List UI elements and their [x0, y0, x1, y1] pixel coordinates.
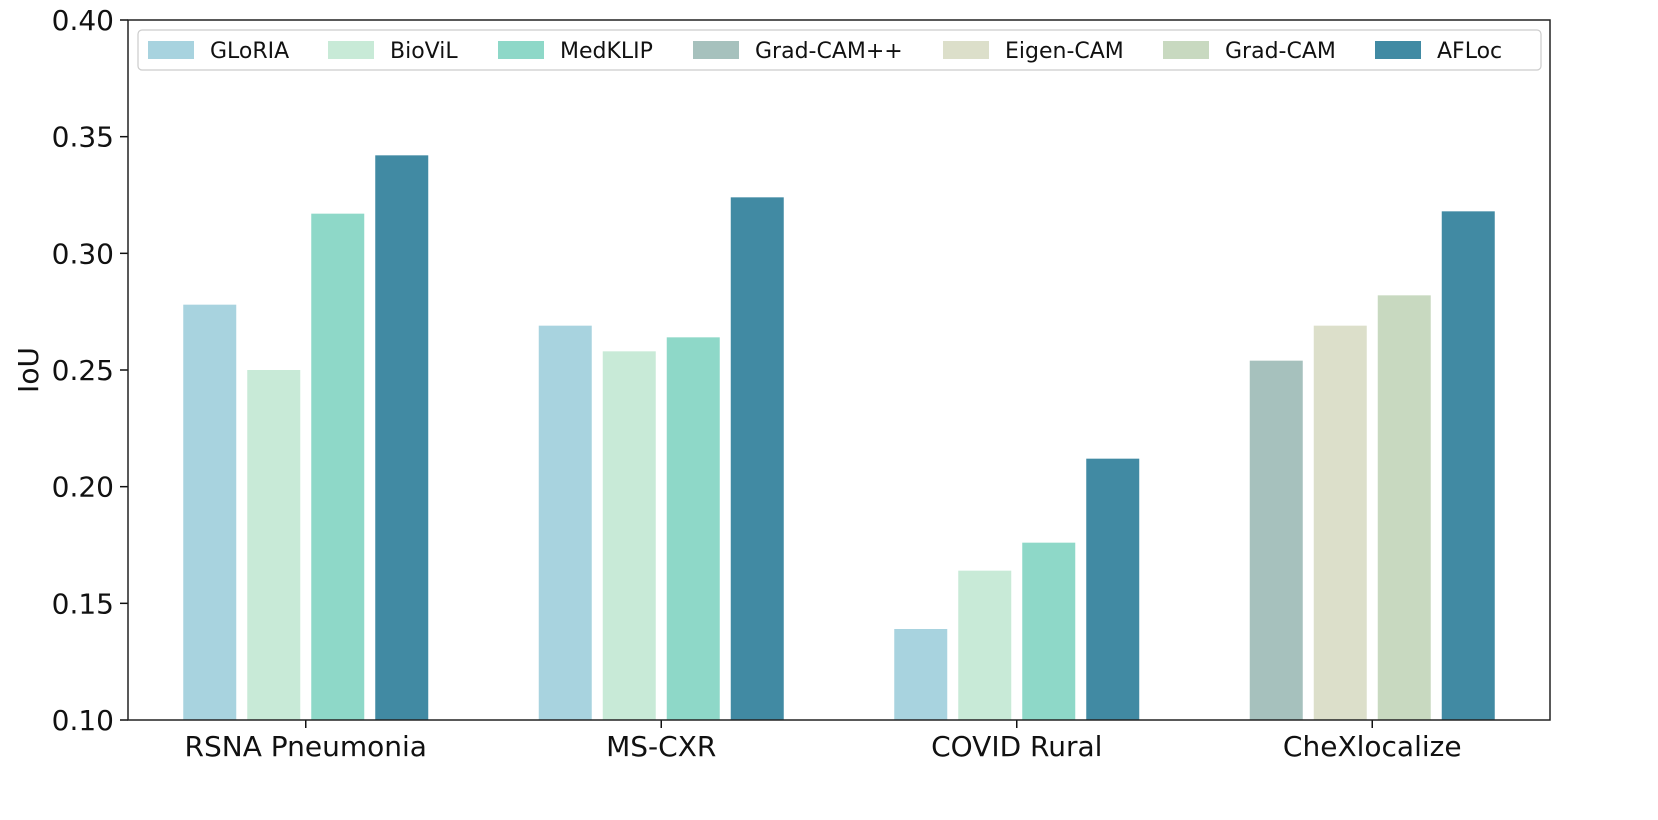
legend-swatch: [943, 41, 989, 59]
y-tick-label: 0.35: [52, 121, 114, 154]
y-tick-label: 0.40: [52, 4, 114, 37]
legend-label: Grad-CAM: [1225, 39, 1336, 64]
y-tick-label: 0.10: [52, 704, 114, 737]
bar: [894, 629, 948, 720]
bar: [666, 337, 720, 720]
legend-swatch: [1375, 41, 1421, 59]
x-tick-label: CheXlocalize: [1283, 730, 1462, 763]
y-axis-title: IoU: [12, 347, 45, 393]
bar: [1441, 211, 1495, 721]
legend-swatch: [328, 41, 374, 59]
legend-label: MedKLIP: [560, 39, 653, 64]
legend-swatch: [148, 41, 194, 59]
bar: [247, 370, 301, 720]
legend-swatch: [1163, 41, 1209, 59]
bar: [1249, 360, 1303, 720]
y-tick-label: 0.20: [52, 471, 114, 504]
bar: [1313, 325, 1367, 720]
bar: [311, 213, 365, 720]
bar: [183, 304, 237, 720]
legend-swatch: [498, 41, 544, 59]
bar: [730, 197, 784, 721]
bar: [375, 155, 429, 721]
x-tick-label: COVID Rural: [931, 730, 1102, 763]
legend-box: [137, 29, 1542, 71]
y-tick-label: 0.25: [52, 354, 114, 387]
legend-label: Eigen-CAM: [1005, 39, 1124, 64]
bar: [538, 325, 592, 720]
bar: [1377, 295, 1431, 720]
bar: [958, 570, 1012, 720]
legend-label: GLoRIA: [210, 39, 289, 64]
bar: [602, 351, 656, 720]
y-tick-label: 0.30: [52, 237, 114, 270]
plot-frame: [127, 19, 1551, 721]
legend-label: Grad-CAM++: [755, 39, 903, 64]
bar: [1022, 542, 1076, 720]
bar: [1086, 458, 1140, 720]
legend-label: BioViL: [390, 39, 458, 64]
legend-label: AFLoc: [1437, 39, 1502, 64]
x-tick-label: RSNA Pneumonia: [185, 730, 427, 763]
x-tick-label: MS-CXR: [606, 730, 716, 763]
legend-swatch: [693, 41, 739, 59]
y-tick-label: 0.15: [52, 587, 114, 620]
